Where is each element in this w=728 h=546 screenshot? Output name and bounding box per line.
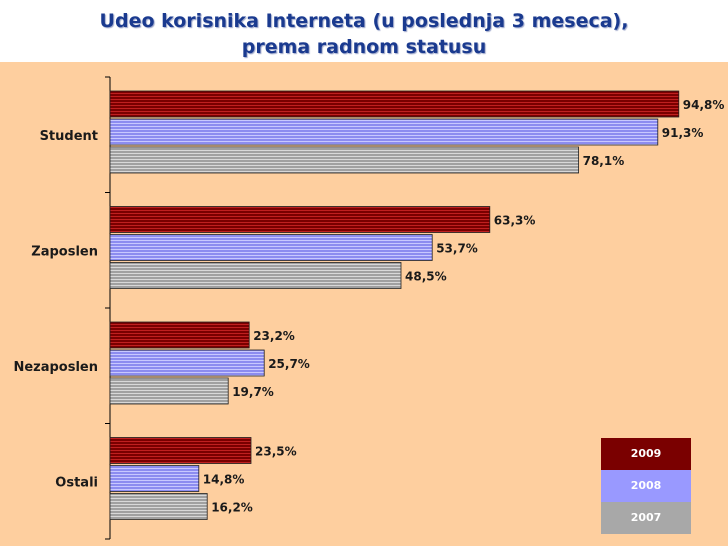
- bar-2009-zaposlen: [109, 206, 491, 233]
- data-label: 25,7%: [268, 357, 310, 371]
- bar-2007-ostali: [109, 493, 208, 520]
- chart-title-line-2: prema radnom statusu: [241, 36, 487, 58]
- data-label: 19,7%: [232, 385, 274, 399]
- chart-title: Udeo korisnika Interneta (u poslednja 3 …: [0, 0, 728, 62]
- data-label: 78,1%: [583, 154, 625, 168]
- bar-2008-student: [109, 118, 659, 146]
- bar-2008-nezaposlen: [109, 349, 265, 377]
- category-label: Nezaposlen: [13, 360, 98, 375]
- bar-2008-ostali: [109, 465, 200, 492]
- data-label: 53,7%: [436, 242, 478, 256]
- legend-label-2007: 2007: [630, 511, 662, 524]
- data-label: 94,8%: [683, 98, 725, 112]
- bar-2007-zaposlen: [109, 262, 402, 289]
- data-label: 23,5%: [255, 445, 297, 459]
- bars-layer: [109, 90, 680, 520]
- legend: 2009 2008 2007: [601, 438, 691, 534]
- data-label: 48,5%: [405, 270, 447, 284]
- legend-item-2007: 2007: [601, 502, 691, 534]
- data-label: 16,2%: [211, 501, 253, 515]
- legend-label-2009: 2009: [630, 447, 662, 460]
- legend-item-2008: 2008: [601, 470, 691, 502]
- data-label: 63,3%: [494, 214, 536, 228]
- category-label: Student: [40, 129, 98, 144]
- data-label: 23,2%: [253, 329, 295, 343]
- bar-2009-ostali: [109, 437, 252, 464]
- category-label: Zaposlen: [31, 244, 98, 259]
- axis-layer: [105, 76, 111, 540]
- bar-2009-nezaposlen: [109, 321, 250, 349]
- bar-2007-nezaposlen: [109, 377, 229, 405]
- labels-layer: Student 94,8% 91,3% 78,1% Zaposlen 63,3% 53,7%…: [13, 98, 724, 515]
- data-label: 91,3%: [662, 126, 704, 140]
- bar-2007-student: [109, 146, 580, 174]
- chart-title-line-1: Udeo korisnika Interneta (u poslednja 3 …: [99, 10, 629, 32]
- data-label: 14,8%: [203, 473, 245, 487]
- bar-2009-student: [109, 90, 680, 118]
- legend-item-2009: 2009: [601, 438, 691, 470]
- legend-label-2008: 2008: [630, 479, 662, 492]
- bar-2008-zaposlen: [109, 234, 433, 261]
- category-label: Ostali: [55, 475, 98, 490]
